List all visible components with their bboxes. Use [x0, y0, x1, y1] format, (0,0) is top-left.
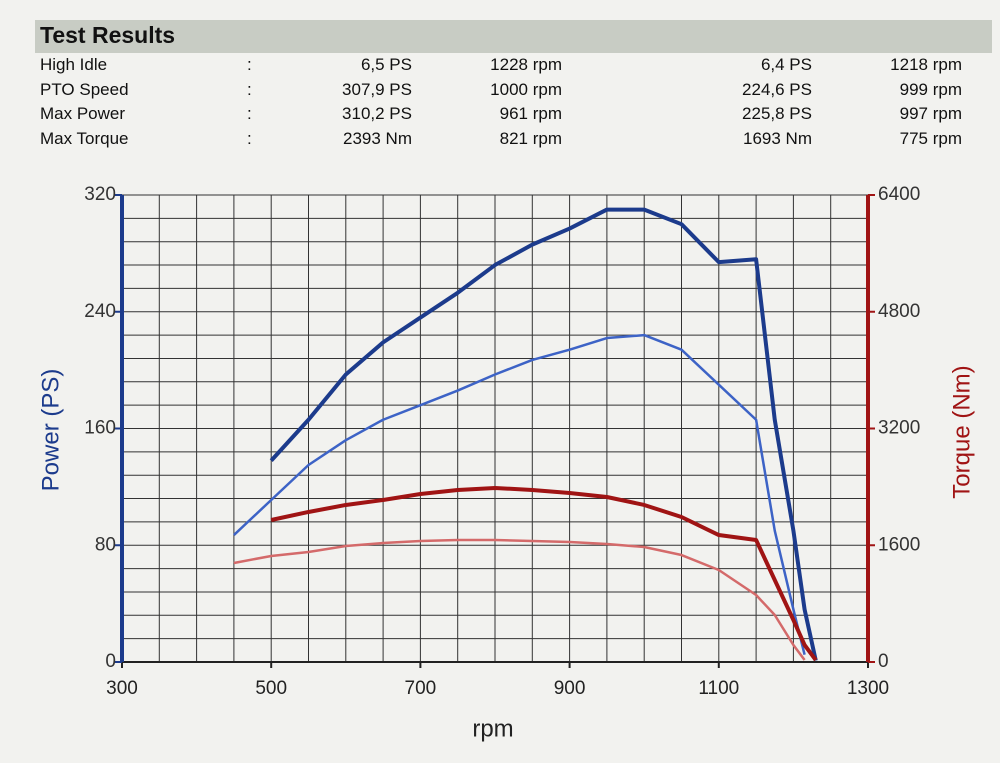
table-cell: 1218 rpm	[890, 55, 962, 74]
x-tick-label: 1100	[698, 678, 739, 699]
x-tick-label: 700	[405, 678, 437, 699]
y2-tick-label: 3200	[878, 418, 920, 439]
table-cell: 225,8 PS	[742, 104, 812, 123]
y-tick-label: 0	[105, 651, 116, 672]
y2-tick-label: 4800	[878, 301, 920, 322]
table-cell: 821 rpm	[499, 128, 562, 148]
y2-tick-label: 1600	[878, 534, 920, 555]
series-line	[270, 485, 818, 662]
table-cell: 307,9 PS	[342, 79, 412, 99]
table-cell: 1693 Nm	[743, 128, 812, 148]
table-cell: :	[247, 79, 252, 99]
table-cell: 1000 rpm	[490, 79, 562, 99]
header-title: Test Results	[40, 22, 176, 48]
table-cell: 6,4 PS	[760, 55, 812, 74]
x-tick-label: 900	[554, 678, 586, 699]
table-cell: :	[247, 104, 252, 123]
table-cell: 2393 Nm	[343, 128, 412, 148]
table-cell: 999 rpm	[899, 79, 962, 99]
y2-tick-label: 6400	[878, 184, 920, 205]
x-tick-label: 500	[255, 678, 287, 699]
header-bar: Test Results	[35, 20, 992, 53]
y-tick-label: 240	[84, 301, 116, 322]
series-line	[233, 333, 806, 656]
table-cell: High Idle	[40, 55, 108, 74]
x-tick-label: 300	[106, 678, 138, 699]
series-line	[233, 538, 806, 661]
table-cell: :	[247, 55, 252, 74]
table-cell: 224,6 PS	[742, 79, 812, 99]
y-tick-label: 320	[84, 184, 116, 205]
table-cell: 997 rpm	[899, 104, 962, 123]
table-cell: 1228 rpm	[490, 55, 562, 74]
y-axis-label: Power (PS)	[37, 369, 64, 492]
series-line	[269, 207, 818, 661]
table-cell: 961 rpm	[499, 104, 562, 123]
y-tick-label: 80	[95, 534, 116, 555]
table-cell: 775 rpm	[899, 128, 962, 148]
x-tick-label: 1300	[847, 678, 889, 699]
y-tick-label: 160	[84, 418, 116, 439]
table-cell: 6,5 PS	[360, 55, 412, 74]
table-cell: Max Power	[40, 104, 126, 123]
table-cell: Max Torque	[40, 128, 129, 148]
y2-axis-label: Torque (Nm)	[948, 365, 975, 498]
table-cell: :	[247, 128, 252, 148]
y2-tick-label: 0	[878, 651, 889, 672]
table-cell: PTO Speed	[40, 79, 129, 99]
x-axis-label: rpm	[472, 715, 513, 742]
table-cell: 310,2 PS	[342, 104, 412, 123]
